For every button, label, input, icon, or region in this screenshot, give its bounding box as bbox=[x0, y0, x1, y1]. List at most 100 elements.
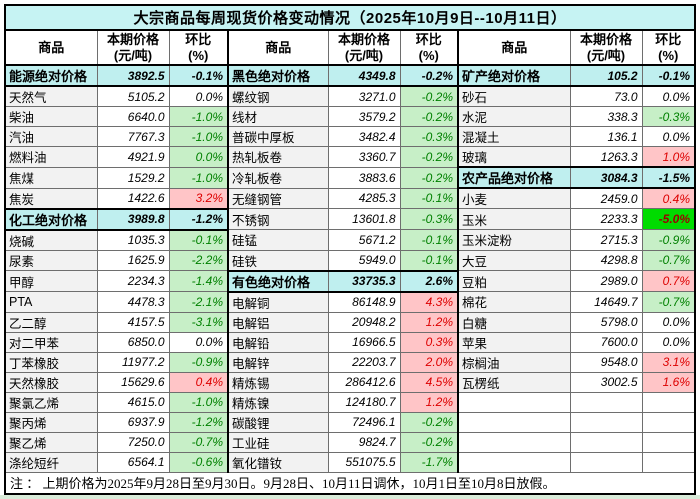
price-cell: 73.0 bbox=[569, 85, 643, 107]
commodity-cell: 普碳中厚板 bbox=[227, 126, 329, 147]
change-pct-cell: -0.1% bbox=[399, 187, 459, 209]
change-pct-cell: -1.2% bbox=[168, 207, 229, 231]
commodity-cell: 小麦 bbox=[457, 187, 571, 209]
price-cell: 3360.7 bbox=[327, 146, 401, 168]
commodity-cell: 精炼镍 bbox=[227, 391, 329, 413]
change-pct-cell: -1.5% bbox=[641, 166, 696, 189]
table-row: 甲醇 2234.3 -1.4% 有色绝对价格 33735.3 2.6% 豆粕 2989.0 0.… bbox=[4, 269, 696, 293]
commodity-cell: 黑色绝对价格 bbox=[227, 64, 329, 87]
commodity-price-table: 大宗商品每周现货价格变动情况（2025年10月9日--10月11日） 商品 本期… bbox=[3, 4, 697, 495]
price-cell: 3892.5 bbox=[96, 64, 170, 87]
price-cell: 22203.7 bbox=[327, 351, 401, 373]
price-cell: 13601.8 bbox=[327, 208, 401, 230]
col-header-price-line2: (元/吨) bbox=[113, 47, 153, 63]
change-pct-cell: 0.0% bbox=[641, 85, 696, 107]
commodity-cell: 棉花 bbox=[457, 291, 571, 313]
col-header-commodity: 商品 bbox=[457, 29, 571, 66]
change-pct-cell: -1.0% bbox=[168, 106, 229, 127]
table-row: 乙二醇 4157.5 -3.1% 电解铝 20948.2 1.2% 白糖 5798.0 0.0% bbox=[4, 311, 696, 333]
price-cell: 7250.0 bbox=[96, 431, 170, 453]
change-pct-cell: 0.7% bbox=[641, 270, 696, 292]
price-cell: 6937.9 bbox=[96, 411, 170, 433]
commodity-cell: 烧碱 bbox=[4, 229, 98, 251]
change-pct-cell: 0.0% bbox=[168, 331, 229, 353]
commodity-cell: 精炼锡 bbox=[227, 371, 329, 393]
price-cell: 16966.5 bbox=[327, 331, 401, 353]
price-cell: 5105.2 bbox=[96, 85, 170, 107]
title-row: 大宗商品每周现货价格变动情况（2025年10月9日--10月11日） bbox=[3, 4, 697, 31]
commodity-cell: 汽油 bbox=[4, 126, 98, 147]
commodity-cell: 能源绝对价格 bbox=[4, 64, 98, 87]
price-cell bbox=[569, 391, 643, 413]
change-pct-cell: -0.1% bbox=[399, 229, 459, 251]
price-cell: 3002.5 bbox=[569, 371, 643, 393]
change-pct-cell: 0.0% bbox=[641, 126, 696, 147]
change-pct-cell: 2.6% bbox=[399, 269, 459, 293]
commodity-cell: 电解铜 bbox=[227, 291, 329, 313]
change-pct-cell bbox=[641, 411, 696, 433]
change-pct-cell: 0.4% bbox=[168, 371, 229, 393]
price-cell: 2233.3 bbox=[569, 208, 643, 230]
commodity-cell: 棕榈油 bbox=[457, 351, 571, 373]
commodity-cell: 乙二醇 bbox=[4, 311, 98, 333]
col-header-commodity: 商品 bbox=[227, 29, 329, 66]
change-pct-cell: -0.3% bbox=[641, 106, 696, 127]
col-header-price: 本期价格 (元/吨) bbox=[327, 29, 401, 66]
col-header-change-line1: 环比 bbox=[185, 32, 212, 48]
commodity-cell: 碳酸锂 bbox=[227, 411, 329, 433]
change-pct-cell: 0.4% bbox=[641, 187, 696, 209]
commodity-cell: 有色绝对价格 bbox=[227, 269, 329, 293]
commodity-cell: 丁苯橡胶 bbox=[4, 351, 98, 373]
change-pct-cell: -0.2% bbox=[399, 85, 459, 107]
commodity-cell: 燃料油 bbox=[4, 146, 98, 168]
change-pct-cell: -0.2% bbox=[399, 166, 459, 189]
table-row: PTA 4478.3 -2.1% 电解铜 86148.9 4.3% 棉花 14649.7 -0.… bbox=[4, 291, 696, 313]
change-pct-cell: -0.1% bbox=[168, 229, 229, 251]
table-row: 天然气 5105.2 0.0% 螺纹钢 3271.0 -0.2% 砂石 73.0 0.0% bbox=[4, 85, 696, 107]
change-pct-cell: -1.4% bbox=[168, 270, 229, 292]
price-cell: 4615.0 bbox=[96, 391, 170, 413]
col-header-change-line2: (%) bbox=[658, 47, 679, 63]
change-pct-cell: 0.3% bbox=[399, 331, 459, 353]
commodity-cell: 甲醇 bbox=[4, 270, 98, 292]
change-pct-cell: 2.0% bbox=[399, 351, 459, 373]
price-cell bbox=[569, 411, 643, 433]
price-cell: 15629.6 bbox=[96, 371, 170, 393]
price-cell bbox=[569, 431, 643, 453]
col-header-price: 本期价格 (元/吨) bbox=[96, 29, 170, 66]
commodity-cell: 水泥 bbox=[457, 106, 571, 127]
change-pct-cell: 0.0% bbox=[168, 146, 229, 168]
table-row: 化工绝对价格 3989.8 -1.2% 不锈钢 13601.8 -0.3% 玉米 2233.3… bbox=[4, 207, 696, 231]
change-pct-cell: -3.1% bbox=[168, 311, 229, 333]
price-cell: 5798.0 bbox=[569, 311, 643, 333]
table-row: 柴油 6640.0 -1.0% 线材 3579.2 -0.2% 水泥 338.3 -0.3% bbox=[4, 106, 696, 127]
table-row: 涤纶短纤 6564.1 -0.6% 氧化镨钕 551075.5 -1.7% bbox=[4, 451, 696, 473]
commodity-cell: 苹果 bbox=[457, 331, 571, 353]
commodity-cell: 热轧板卷 bbox=[227, 146, 329, 168]
table-row: 焦炭 1422.6 3.2% 无缝钢管 4285.3 -0.1% 小麦 2459.0 0.4% bbox=[4, 187, 696, 209]
table-row: 燃料油 4921.9 0.0% 热轧板卷 3360.7 -0.2% 玻璃 1263.3 1.0% bbox=[4, 146, 696, 168]
commodity-cell: 螺纹钢 bbox=[227, 85, 329, 107]
commodity-cell: 砂石 bbox=[457, 85, 571, 107]
change-pct-cell: -0.9% bbox=[168, 351, 229, 373]
commodity-cell: 玉米 bbox=[457, 208, 571, 230]
commodity-cell: 大豆 bbox=[457, 249, 571, 271]
price-cell: 1422.6 bbox=[96, 187, 170, 209]
commodity-cell: 天然橡胶 bbox=[4, 371, 98, 393]
commodity-cell: 聚乙烯 bbox=[4, 431, 98, 453]
table-row: 能源绝对价格 3892.5 -0.1% 黑色绝对价格 4349.8 -0.2% 矿产绝对价格… bbox=[4, 64, 696, 87]
price-cell: 4285.3 bbox=[327, 187, 401, 209]
change-pct-cell: -0.1% bbox=[399, 249, 459, 271]
table-row: 对二甲苯 6850.0 0.0% 电解铅 16966.5 0.3% 苹果 7600.0 0.0% bbox=[4, 331, 696, 353]
price-cell: 286412.6 bbox=[327, 371, 401, 393]
change-pct-cell: -1.0% bbox=[168, 126, 229, 147]
change-pct-cell: -0.1% bbox=[168, 64, 229, 87]
commodity-cell bbox=[457, 391, 571, 413]
price-cell: 4478.3 bbox=[96, 291, 170, 313]
change-pct-cell: 0.0% bbox=[168, 85, 229, 107]
commodity-cell: 矿产绝对价格 bbox=[457, 64, 571, 87]
price-cell: 3989.8 bbox=[96, 207, 170, 231]
change-pct-cell: 1.2% bbox=[399, 391, 459, 413]
col-header-commodity: 商品 bbox=[4, 29, 98, 66]
table-row: 尿素 1625.9 -2.2% 硅铁 5949.0 -0.1% 大豆 4298.8 -0.7% bbox=[4, 249, 696, 271]
